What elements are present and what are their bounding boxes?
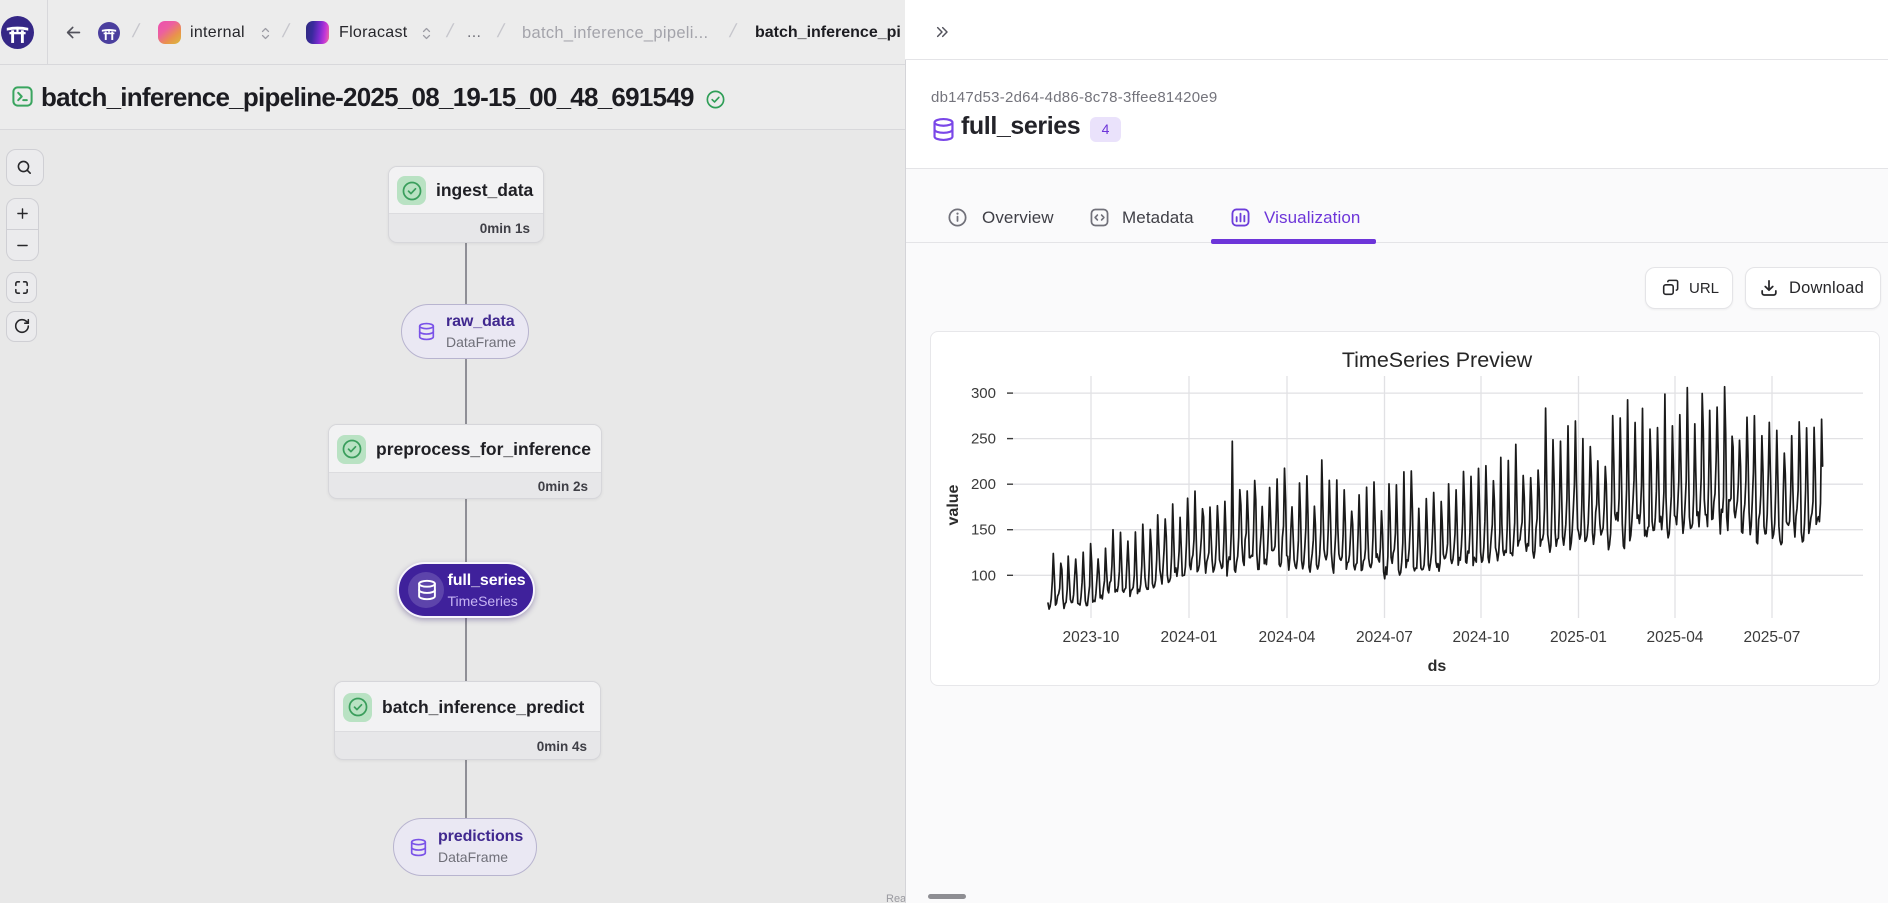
svg-text:2025-07: 2025-07: [1744, 629, 1801, 646]
svg-text:TimeSeries Preview: TimeSeries Preview: [1342, 348, 1533, 372]
svg-text:2023-10: 2023-10: [1063, 629, 1120, 646]
svg-text:200: 200: [971, 476, 996, 493]
svg-text:100: 100: [971, 567, 996, 584]
svg-text:2025-01: 2025-01: [1550, 629, 1607, 646]
svg-text:2024-04: 2024-04: [1259, 629, 1316, 646]
svg-text:250: 250: [971, 431, 996, 448]
svg-text:value: value: [945, 484, 962, 525]
svg-text:ds: ds: [1428, 658, 1447, 675]
svg-text:150: 150: [971, 522, 996, 539]
svg-text:2024-10: 2024-10: [1453, 629, 1510, 646]
svg-text:2024-07: 2024-07: [1356, 629, 1413, 646]
svg-text:300: 300: [971, 385, 996, 402]
svg-text:2024-01: 2024-01: [1161, 629, 1218, 646]
svg-text:2025-04: 2025-04: [1647, 629, 1704, 646]
